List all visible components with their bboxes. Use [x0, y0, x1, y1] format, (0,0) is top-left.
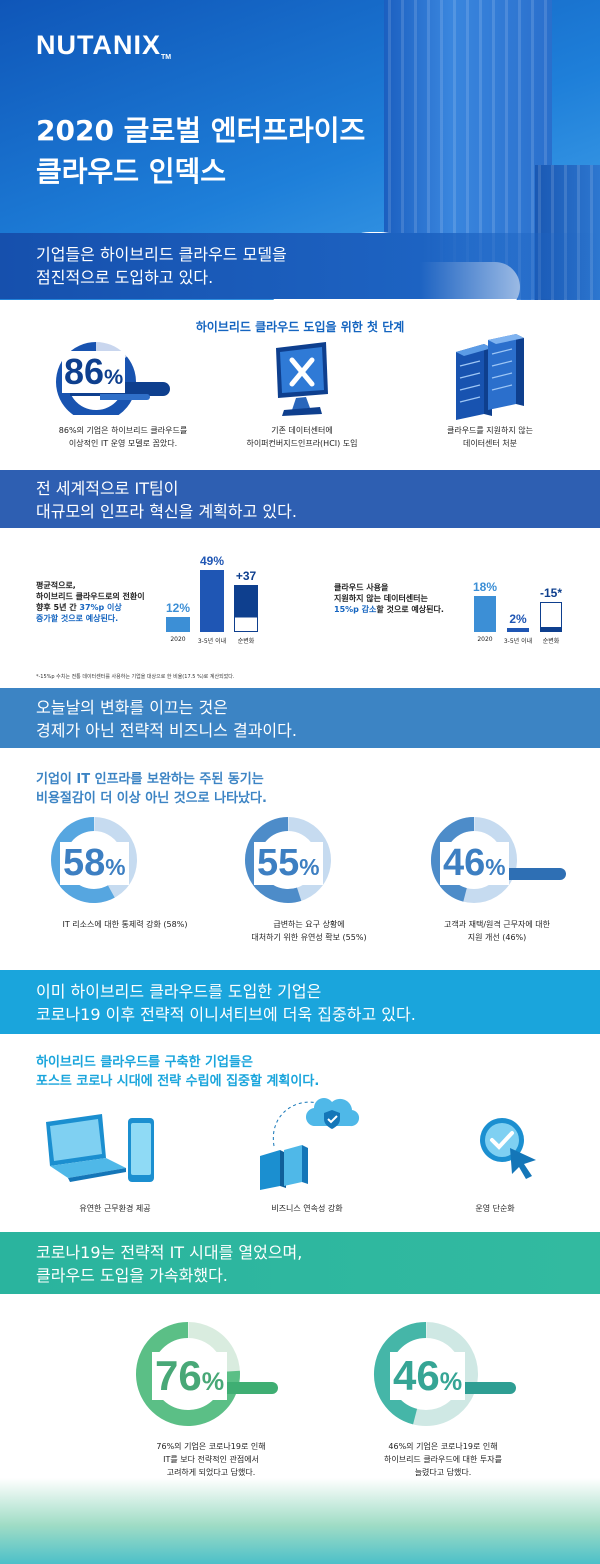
caption-line: 늘렸다고 답했다. [414, 1468, 472, 1477]
section5-banner: 코로나19는 전략적 IT 시대를 열었으며, 클라우드 도입을 가속화했다. [0, 1232, 600, 1294]
gauge-fill [136, 1322, 240, 1426]
caption-line: 고객과 재택/원격 근무자에 대한 [443, 920, 550, 929]
caption-business-continuity: 비즈니스 연속성 강화 [271, 1204, 343, 1213]
gauge-value: 46% [440, 842, 509, 885]
bar-value-label: -15* [539, 586, 562, 600]
section1-subhead: 하이브리드 클라우드 도입을 위한 첫 단계 [195, 320, 405, 334]
caption-simplify-ops: 운영 단순화 [475, 1204, 515, 1213]
bar [234, 585, 258, 632]
gauge-46: 46% [356, 1318, 516, 1428]
gauge-86-value: 86% [62, 351, 126, 393]
caption-line: 76%의 기업은 코로나19로 인해 [156, 1442, 266, 1451]
footer-gradient [0, 1478, 600, 1564]
section3-subhead: 기업이 IT 인프라를 보완하는 주된 동기는 비용절감이 더 이상 아닌 것으… [36, 772, 267, 806]
nutanix-logo: NUTANIXTM [36, 30, 172, 61]
cloud-security-icon [260, 1098, 360, 1190]
section4-subhead: 하이브리드 클라우드를 구축한 기업들은 포스트 코로나 시대에 전략 수립에 … [36, 1055, 320, 1089]
bar-category-label: 2020 [170, 636, 186, 643]
caption-line: 고려하게 되었다고 답했다. [166, 1468, 256, 1477]
bar [540, 602, 562, 632]
gauge-unit: % [201, 1368, 225, 1396]
caption-hci: 기존 데이터센터에 하이퍼컨버지드인프라(HCI) 도입 [246, 426, 358, 448]
caption-line: 지원 개선 (46%) [467, 933, 527, 942]
bar-value-label: 12% [165, 601, 191, 615]
gauge-value: 58% [60, 842, 129, 885]
bar [507, 628, 529, 632]
bar-value-label: +37 [235, 569, 257, 583]
bar-value-label: 49% [199, 554, 225, 568]
gauge-number: 76 [155, 1352, 202, 1399]
bar-value-label: 2% [509, 612, 527, 626]
gauge-ring [245, 817, 331, 903]
gauge-number: 46 [443, 842, 486, 884]
gauge-ring [374, 1322, 478, 1426]
bar-category-label: 2020 [477, 636, 493, 643]
gauge-number: 58 [63, 842, 106, 884]
section2-right-text: 클라우드 사용을 지원하지 않는 데이터센터는 15%p 감소할 것으로 예상된… [334, 583, 444, 614]
caption-datacenter: 클라우드를 지원하지 않는 데이터센터 처분 [446, 426, 534, 448]
caption-line: 하이브리드 클라우드에 대한 투자를 [383, 1455, 503, 1464]
gauge-ring [431, 817, 517, 903]
caption-line: IT 리소스에 대한 통제력 강화 (58%) [62, 920, 188, 929]
bar [200, 570, 224, 632]
gauge-number: 46 [393, 1352, 440, 1399]
gauge-unit: % [485, 854, 506, 880]
gauge-swoosh [100, 394, 150, 400]
gauge-fill [51, 817, 115, 903]
section4-banner: 이미 하이브리드 클라우드를 도입한 기업은 코로나19 이후 전략적 이니셔티… [0, 970, 600, 1034]
caption-line: 대처하기 위한 유연성 확보 (55%) [251, 933, 367, 942]
gauge-fill [431, 817, 475, 902]
gauge-55: 55% [230, 812, 380, 904]
page-title: 2020 글로벌 엔터프라이즈 클라우드 인덱스 [36, 114, 366, 188]
gauge-caption: IT 리소스에 대한 통제력 강화 (58%) [30, 918, 220, 931]
bar-category-label: 3-5년 이내 [197, 638, 227, 645]
gauge-ring [51, 817, 137, 903]
gauge-value: 76% [152, 1352, 228, 1400]
gauge-76: 76% [118, 1318, 278, 1428]
gauge-58: 58% [36, 812, 186, 904]
section3-banner: 오늘날의 변화를 이끄는 것은 경제가 아닌 전략적 비즈니스 결과이다. [0, 688, 600, 748]
hci-monitor-icon [276, 342, 328, 416]
gauge-fill [374, 1322, 427, 1425]
gauge-value: 55% [254, 842, 323, 885]
section2-banner: 전 세계적으로 IT팀이 대규모의 인프라 혁신을 계획하고 있다. [0, 470, 600, 528]
gauge-value: 46% [390, 1352, 466, 1400]
gauge-unit: % [439, 1368, 463, 1396]
server-rack-icon [456, 334, 524, 420]
check-cursor-icon [480, 1118, 536, 1179]
caption-86: 86%의 기업은 하이브리드 클라우드를 이상적인 IT 운영 모델로 꼽았다. [58, 426, 188, 448]
section1-banner: 기업들은 하이브리드 클라우드 모델을 점진적으로 도입하고 있다. [0, 233, 600, 299]
gauge-ring [136, 1322, 240, 1426]
caption-line: 급변하는 요구 상황에 [273, 920, 345, 929]
section2-left-text: 평균적으로, 하이브리드 클라우드로의 전환이 향후 5년 간 37%p 이상 … [36, 581, 145, 623]
caption-line: 46%의 기업은 코로나19로 인해 [388, 1442, 498, 1451]
bar-category-label: 순변화 [237, 638, 255, 645]
gauge-unit: % [299, 854, 320, 880]
laptop-tablet-icon [46, 1114, 154, 1182]
bar-category-label: 순변화 [542, 638, 560, 645]
bar [474, 596, 496, 632]
bar [166, 617, 190, 632]
footnote: *-15%p 수치는 전통 데이터센터를 사용하는 기업을 대상으로 한 비율(… [36, 674, 235, 680]
gauge-46: 46% [416, 812, 566, 904]
bar-value-label: 18% [472, 580, 498, 594]
gauge-fill [245, 817, 302, 903]
caption-flexible-work: 유연한 근무환경 제공 [79, 1204, 151, 1213]
gauge-number: 55 [257, 842, 300, 884]
caption-line: IT를 보다 전략적인 관점에서 [163, 1455, 259, 1464]
gauge-unit: % [105, 854, 126, 880]
bar-category-label: 3-5년 이내 [503, 638, 533, 645]
